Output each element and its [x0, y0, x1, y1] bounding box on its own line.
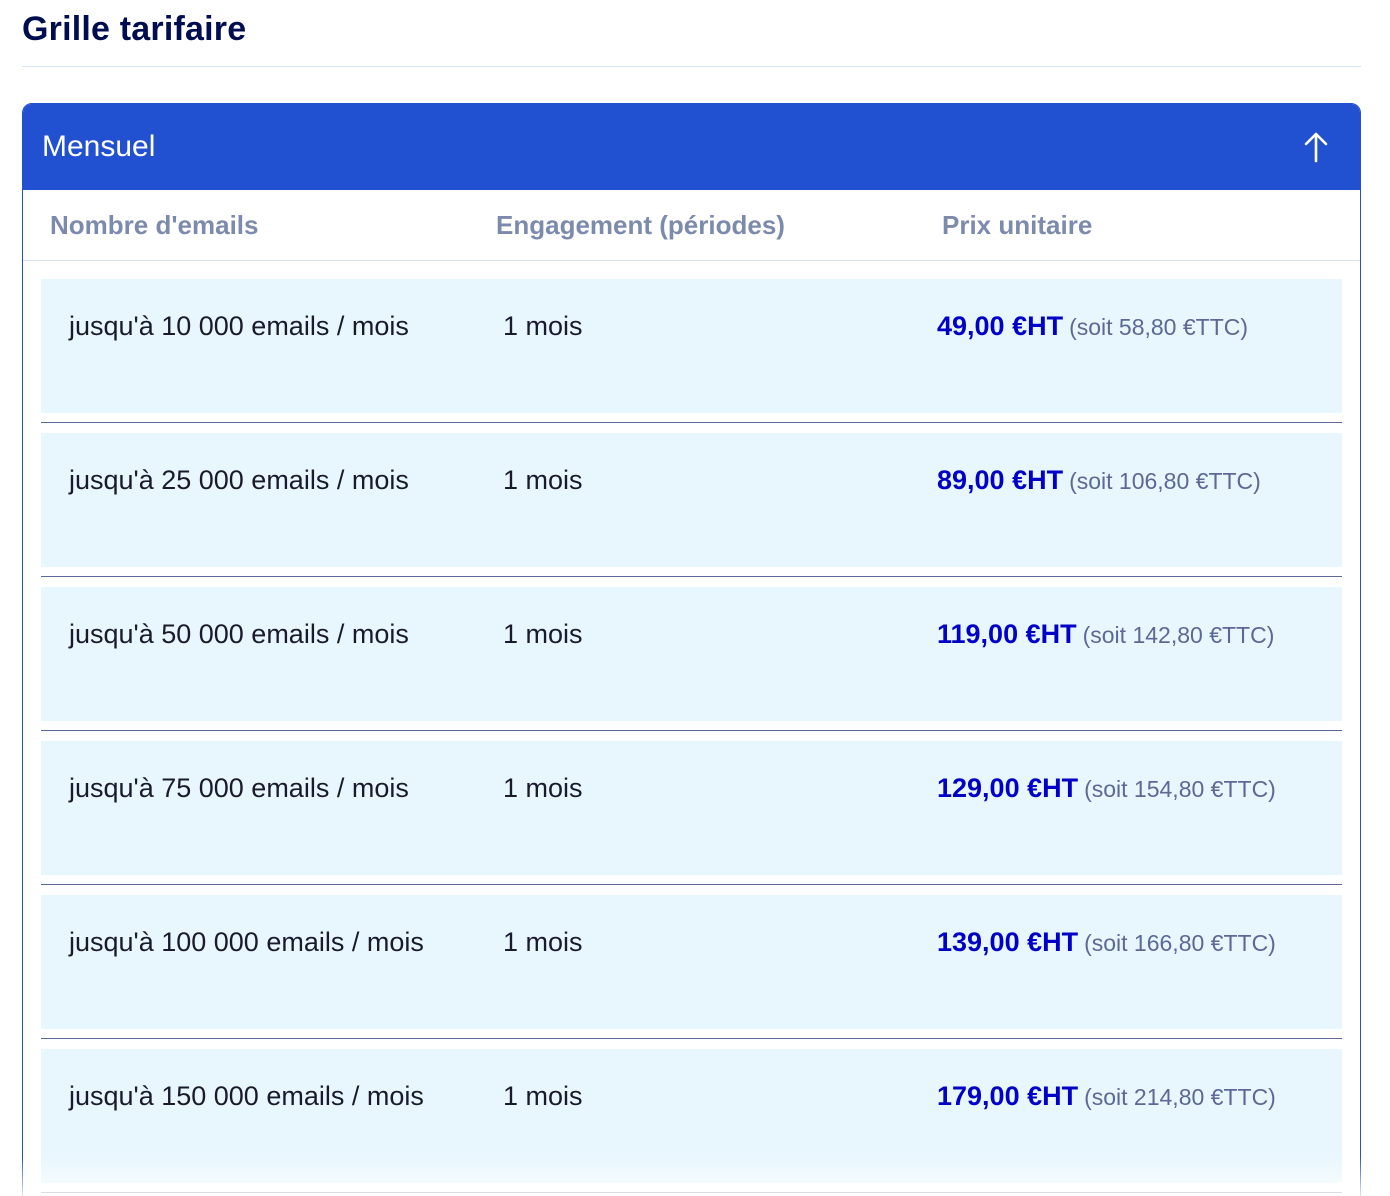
price-ttc: (soit 166,80 €TTC) [1084, 930, 1276, 956]
cell-engagement: 1 mois [503, 927, 583, 957]
page-title: Grille tarifaire [22, 10, 247, 48]
cell-price: 129,00 €HT (soit 154,80 €TTC) [937, 773, 1276, 804]
table-body: jusqu'à 10 000 emails / mois 1 mois 49,0… [23, 261, 1360, 1193]
cell-engagement: 1 mois [503, 619, 583, 649]
cell-volume: jusqu'à 50 000 emails / mois [69, 619, 409, 649]
title-divider [22, 66, 1361, 67]
cell-price: 119,00 €HT (soit 142,80 €TTC) [937, 619, 1274, 650]
row-divider [41, 1038, 1342, 1039]
cell-volume: jusqu'à 75 000 emails / mois [69, 773, 409, 803]
cell-engagement: 1 mois [503, 773, 583, 803]
price-ttc: (soit 214,80 €TTC) [1084, 1084, 1276, 1110]
column-header-volume: Nombre d'emails [50, 209, 259, 240]
panel-header-toggle[interactable]: Mensuel [23, 104, 1360, 190]
price-ht: 49,00 €HT [937, 311, 1064, 341]
cell-engagement: 1 mois [503, 1081, 583, 1111]
row-divider [41, 730, 1342, 731]
row-divider [41, 884, 1342, 885]
table-header: Nombre d'emails Engagement (périodes) Pr… [23, 190, 1360, 261]
cell-price: 89,00 €HT (soit 106,80 €TTC) [937, 465, 1261, 496]
cell-volume: jusqu'à 10 000 emails / mois [69, 311, 409, 341]
cell-price: 49,00 €HT (soit 58,80 €TTC) [937, 311, 1248, 342]
price-ht: 89,00 €HT [937, 465, 1064, 495]
panel-title: Mensuel [42, 130, 156, 163]
row-divider [41, 576, 1342, 577]
price-ht: 179,00 €HT [937, 1081, 1079, 1111]
scroll-fade [0, 1156, 1390, 1196]
arrow-up-icon[interactable] [1302, 130, 1330, 164]
price-ht: 119,00 €HT [937, 619, 1077, 649]
cell-volume: jusqu'à 150 000 emails / mois [69, 1081, 424, 1111]
price-ttc: (soit 106,80 €TTC) [1069, 468, 1261, 494]
price-ht: 139,00 €HT [937, 927, 1079, 957]
table-row: jusqu'à 25 000 emails / mois 1 mois 89,0… [41, 433, 1342, 567]
table-row: jusqu'à 100 000 emails / mois 1 mois 139… [41, 895, 1342, 1029]
cell-price: 179,00 €HT (soit 214,80 €TTC) [937, 1081, 1276, 1112]
pricing-panel: Mensuel Nombre d'emails Engagement (péri… [22, 103, 1361, 1196]
row-divider [41, 422, 1342, 423]
table-row: jusqu'à 50 000 emails / mois 1 mois 119,… [41, 587, 1342, 721]
column-header-engagement: Engagement (périodes) [496, 209, 785, 240]
cell-price: 139,00 €HT (soit 166,80 €TTC) [937, 927, 1276, 958]
cell-engagement: 1 mois [503, 311, 583, 341]
price-ttc: (soit 58,80 €TTC) [1069, 314, 1249, 340]
table-row: jusqu'à 10 000 emails / mois 1 mois 49,0… [41, 279, 1342, 413]
column-header-price: Prix unitaire [942, 209, 1093, 240]
price-ht: 129,00 €HT [937, 773, 1079, 803]
cell-volume: jusqu'à 25 000 emails / mois [69, 465, 409, 495]
cell-engagement: 1 mois [503, 465, 583, 495]
price-ttc: (soit 142,80 €TTC) [1082, 622, 1275, 648]
table-row: jusqu'à 75 000 emails / mois 1 mois 129,… [41, 741, 1342, 875]
cell-volume: jusqu'à 100 000 emails / mois [69, 927, 424, 957]
price-ttc: (soit 154,80 €TTC) [1084, 776, 1276, 802]
